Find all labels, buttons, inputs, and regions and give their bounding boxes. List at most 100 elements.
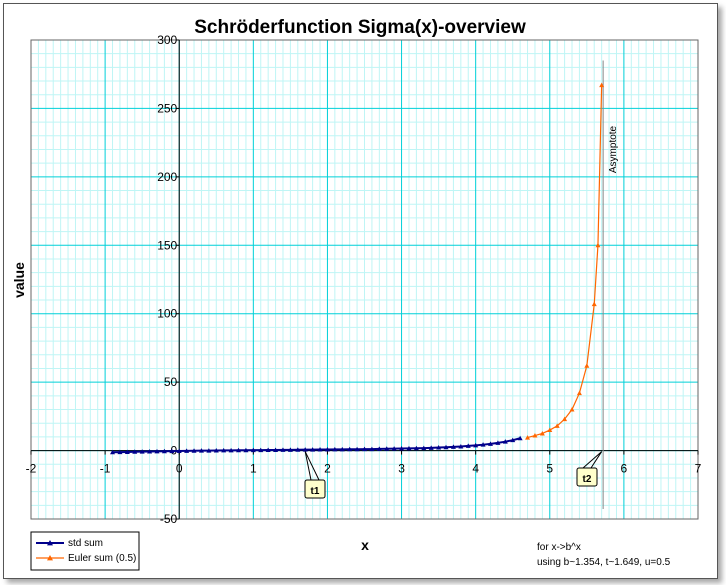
data-point xyxy=(532,433,538,438)
data-point xyxy=(287,447,293,452)
data-point xyxy=(458,443,464,449)
callouts: t1 t2 xyxy=(304,451,603,499)
t1-pointer xyxy=(304,451,320,481)
data-point xyxy=(124,449,130,454)
data-point xyxy=(584,363,590,368)
y-tick-labels: -50 0 50 100 150 200 250 300 xyxy=(157,33,180,526)
data-point xyxy=(110,449,116,455)
t1-callout-box xyxy=(304,479,326,499)
data-point xyxy=(362,446,367,452)
y-tick-label: -50 xyxy=(160,512,178,526)
data-point xyxy=(184,448,190,453)
data-point xyxy=(132,449,138,454)
t1-pointer xyxy=(304,451,312,481)
minor-grid xyxy=(31,40,698,519)
t2-callout-box xyxy=(576,467,598,487)
t2-callout-label: t2 xyxy=(583,474,592,485)
note-line-1: for x->b^x xyxy=(537,542,581,553)
y-axis-label: value xyxy=(11,262,27,298)
data-point xyxy=(147,449,153,454)
data-point xyxy=(554,423,560,428)
data-point xyxy=(339,446,345,452)
data-point xyxy=(525,435,531,440)
data-point xyxy=(502,439,508,444)
t2-pointer xyxy=(582,451,602,469)
series-layer xyxy=(110,82,605,455)
legend-items: std sum Euler sum (0.5) xyxy=(36,538,136,564)
data-point xyxy=(280,447,286,452)
data-point xyxy=(436,445,442,450)
data-point xyxy=(510,437,516,443)
data-point xyxy=(547,427,553,433)
data-point xyxy=(376,446,382,451)
legend-swatch-marker xyxy=(47,555,53,561)
data-point xyxy=(450,444,456,449)
legend-label: std sum xyxy=(68,538,103,549)
legend-label: Euler sum (0.5) xyxy=(68,553,136,564)
x-tick-label: 1 xyxy=(250,462,257,476)
data-point xyxy=(161,448,167,454)
data-point xyxy=(369,446,375,452)
data-point xyxy=(569,407,575,412)
data-point xyxy=(154,448,160,454)
data-point xyxy=(169,448,175,454)
data-point xyxy=(473,442,479,448)
data-point xyxy=(302,447,308,452)
data-point xyxy=(354,446,360,452)
data-point xyxy=(487,441,493,446)
x-tick-label: 4 xyxy=(472,462,479,476)
x-axis-label: x xyxy=(361,537,369,553)
data-point xyxy=(384,446,390,451)
data-point xyxy=(273,447,279,452)
data-point xyxy=(213,448,219,453)
y-tick-label: 50 xyxy=(164,375,178,389)
data-point xyxy=(413,445,419,451)
data-point xyxy=(576,390,582,396)
data-point xyxy=(595,242,601,248)
data-point xyxy=(443,444,449,450)
data-point xyxy=(243,447,249,453)
data-point xyxy=(258,447,264,453)
x-tick-label: -1 xyxy=(100,462,111,476)
data-point xyxy=(176,448,182,453)
data-point xyxy=(539,430,545,436)
t2-pointer xyxy=(590,451,603,469)
legend: std sum Euler sum (0.5) xyxy=(30,531,140,571)
data-point xyxy=(310,447,316,452)
data-point xyxy=(221,447,227,453)
data-point xyxy=(391,446,397,451)
data-point xyxy=(406,445,412,451)
y-tick-label: 250 xyxy=(157,101,177,115)
chart-title: Schröderfunction Sigma(x)-overview xyxy=(194,17,526,38)
data-point xyxy=(421,445,427,451)
x-tick-label: 2 xyxy=(324,462,331,476)
y-tick-label: 150 xyxy=(157,238,177,252)
plot-area-border xyxy=(30,39,699,520)
data-point xyxy=(191,448,197,453)
data-point xyxy=(332,446,338,452)
x-tick-label: 7 xyxy=(695,462,702,476)
x-tick-label: 0 xyxy=(176,462,183,476)
data-point xyxy=(206,448,212,453)
legend-box xyxy=(30,531,140,571)
data-point xyxy=(347,446,353,452)
data-point xyxy=(236,447,242,453)
x-tick-label: 3 xyxy=(398,462,405,476)
data-point xyxy=(117,449,123,455)
data-point xyxy=(250,447,256,453)
y-tick-label: 200 xyxy=(157,170,177,184)
data-point xyxy=(295,447,301,452)
asymptote-label: Asymptote xyxy=(608,125,619,173)
data-point xyxy=(139,449,145,454)
note-line-2: using b~1.354, t~1.649, u=0.5 xyxy=(537,557,671,568)
data-point xyxy=(517,435,523,441)
data-point xyxy=(228,447,234,453)
y-tick-label: 300 xyxy=(157,33,177,47)
data-point xyxy=(495,440,501,445)
data-point xyxy=(399,446,405,451)
data-point xyxy=(317,447,323,452)
t1-callout-label: t1 xyxy=(311,486,320,497)
legend-swatch-marker xyxy=(47,540,53,546)
